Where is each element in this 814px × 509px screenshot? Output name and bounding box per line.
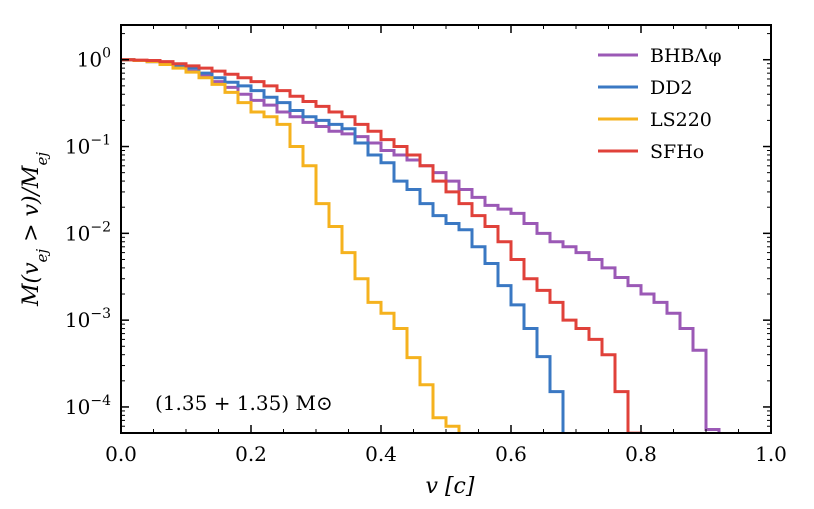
x-tick-label: 1.0 [755,442,787,466]
y-axis-label: M(vej > v)/Mej [19,152,51,307]
legend-label-sfho: SFHo [650,141,704,163]
y-tick-label: 10−3 [65,306,111,332]
x-tick-label: 0.2 [235,442,267,466]
legend-label-bhb: BHBΛφ [650,45,722,67]
y-tick-label: 10−2 [65,219,111,245]
legend: BHBΛφ DD2 LS220 SFHo [598,45,722,163]
y-tick-label: 10−1 [65,133,111,159]
x-axis-ticks: 0.0 0.2 0.4 0.6 0.8 1.0 [105,25,787,466]
y-tick-label: 10−4 [65,393,111,419]
legend-label-dd2: DD2 [650,77,693,99]
series-line-dd2 [121,58,565,433]
y-axis-ticks: 100 10−1 10−2 10−3 10−4 [65,33,771,427]
series-layer [121,58,721,433]
annotation: (1.35 + 1.35) M⊙ [155,391,333,415]
y-tick-label: 100 [77,46,111,72]
x-axis-label: v [c] [426,474,475,499]
legend-label-ls220: LS220 [650,109,712,131]
series-line-sfho [121,58,643,433]
series-line-ls220 [121,58,461,433]
x-tick-label: 0.0 [105,442,137,466]
x-tick-label: 0.4 [365,442,397,466]
x-tick-label: 0.6 [495,442,527,466]
x-tick-label: 0.8 [625,442,657,466]
